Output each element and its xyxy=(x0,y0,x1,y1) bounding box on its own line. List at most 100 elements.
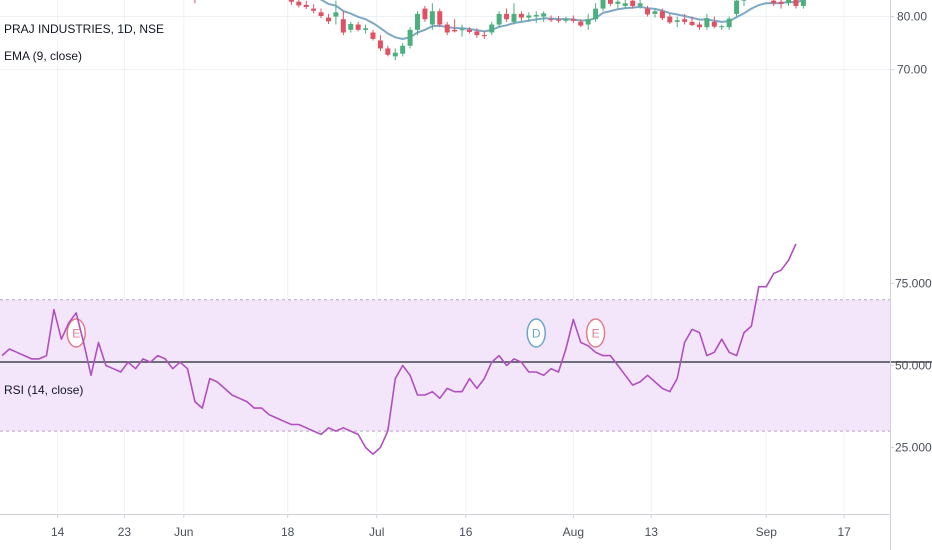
candle-body xyxy=(652,11,658,14)
candle-body xyxy=(481,35,487,37)
candle-body xyxy=(303,4,309,8)
candle xyxy=(674,16,680,28)
candle xyxy=(318,8,324,19)
candle xyxy=(570,15,576,23)
candle-body xyxy=(392,52,398,57)
candle-body xyxy=(311,8,317,11)
candle xyxy=(600,0,606,12)
candle-body xyxy=(570,19,576,21)
candle xyxy=(363,24,369,34)
earnings-marker: E xyxy=(585,318,606,348)
event-marker-label: E xyxy=(72,327,80,341)
candle-body xyxy=(325,17,331,22)
candle-body xyxy=(511,13,517,22)
candle-body xyxy=(645,8,651,15)
candle xyxy=(518,11,524,21)
time-axis[interactable]: 14 23 Jun 18 Jul 16 Aug 13 Sep 17 xyxy=(51,514,851,539)
price-axis-label: 70.00 xyxy=(897,63,927,77)
candle-body xyxy=(711,21,717,27)
candle-body xyxy=(630,0,636,6)
rsi-series xyxy=(1,243,797,455)
candle-body xyxy=(429,11,435,25)
rsi-axis-label: 50.0000 xyxy=(895,358,932,372)
candle-body xyxy=(786,0,792,4)
candle xyxy=(459,24,465,37)
candle xyxy=(511,3,517,25)
candle xyxy=(541,11,547,22)
candle xyxy=(719,24,725,30)
candle xyxy=(786,0,792,6)
candle xyxy=(607,0,613,6)
candle-body xyxy=(363,28,369,30)
rsi-axis[interactable]: 25.0000 50.0000 75.0000 xyxy=(890,276,932,455)
rsi-axis-label: 75.0000 xyxy=(895,276,932,290)
candle xyxy=(444,21,450,36)
candle xyxy=(496,11,502,28)
candle xyxy=(400,43,406,57)
candle xyxy=(333,0,339,25)
candle-body xyxy=(556,19,561,21)
time-axis-label: 23 xyxy=(118,525,132,539)
candle-body xyxy=(585,19,591,25)
candle xyxy=(325,13,331,24)
candle xyxy=(452,19,458,33)
candle-body xyxy=(296,1,302,6)
candle-body xyxy=(667,16,673,23)
candle xyxy=(793,0,799,9)
symbol-legend[interactable]: PRAJ INDUSTRIES, 1D, NSE xyxy=(4,22,165,36)
rsi-axis-label: 25.0000 xyxy=(895,441,932,455)
candle xyxy=(348,21,354,33)
event-marker-outline xyxy=(585,318,606,348)
candle-body xyxy=(563,19,569,21)
time-axis-label: 14 xyxy=(51,525,65,539)
candle xyxy=(303,0,309,10)
earnings-marker: E xyxy=(66,318,86,348)
candle-body xyxy=(548,19,554,21)
rsi-band xyxy=(0,299,890,432)
candle-body xyxy=(689,21,695,26)
candle-body xyxy=(778,1,784,4)
candle-body xyxy=(615,1,621,4)
candle xyxy=(667,13,673,24)
candle-body xyxy=(437,11,443,25)
candle xyxy=(504,8,510,22)
candle xyxy=(288,0,294,5)
candle-body xyxy=(719,26,725,28)
ema-legend[interactable]: EMA (9, close) xyxy=(4,49,83,63)
candle-body xyxy=(541,13,547,17)
candle xyxy=(194,0,196,4)
time-axis-label: 18 xyxy=(281,525,295,539)
candle xyxy=(407,27,413,49)
candle xyxy=(615,0,621,9)
candle xyxy=(355,21,361,32)
candle-body xyxy=(741,0,747,1)
candle-body xyxy=(489,24,495,33)
candle xyxy=(622,0,628,9)
candle xyxy=(526,12,532,22)
candle-body xyxy=(771,0,777,4)
candle-body xyxy=(407,29,413,46)
candle xyxy=(726,16,732,30)
candle xyxy=(377,35,383,52)
candle xyxy=(548,15,554,22)
candle-body xyxy=(444,24,450,33)
candle xyxy=(392,48,398,61)
candle-body xyxy=(385,48,391,55)
candle xyxy=(637,0,643,9)
candle xyxy=(659,8,665,21)
grid-lines xyxy=(0,0,890,512)
time-axis-label: Jul xyxy=(369,525,384,539)
time-axis-label: Sep xyxy=(756,525,778,539)
candle-body xyxy=(674,20,680,22)
candle xyxy=(800,0,806,9)
candle xyxy=(741,0,747,6)
candle xyxy=(415,11,421,36)
candle xyxy=(429,3,435,30)
candle xyxy=(385,45,391,57)
candle xyxy=(682,13,688,25)
rsi-legend[interactable]: RSI (14, close) xyxy=(4,383,84,397)
candle xyxy=(422,5,428,22)
